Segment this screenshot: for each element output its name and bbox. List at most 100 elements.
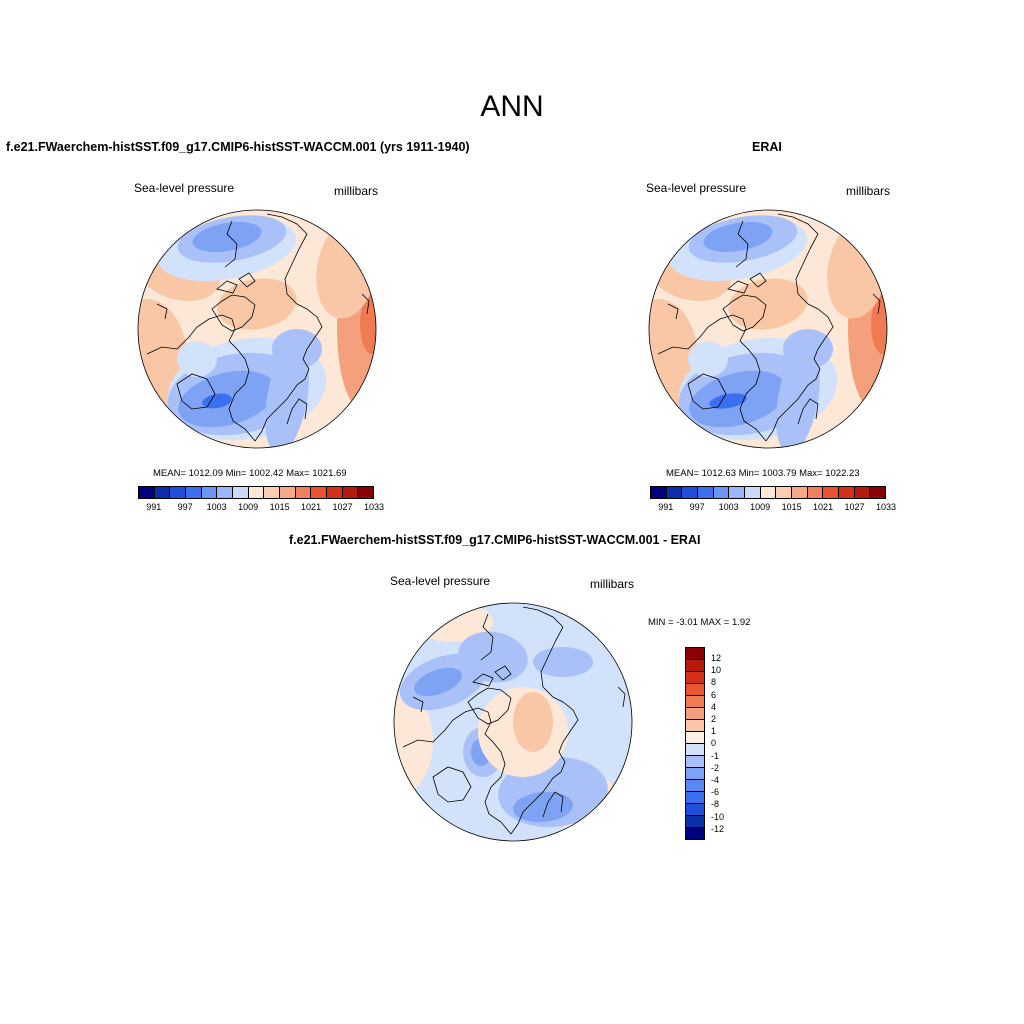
colorbar-tick-label: 12: [711, 653, 722, 663]
colorbar-swatch: [327, 487, 343, 498]
pressure-contour-region: [177, 341, 217, 377]
coastline: [402, 707, 512, 835]
colorbar-tick-label: 1027: [332, 502, 353, 512]
coastline: [412, 696, 424, 713]
coastline: [472, 673, 494, 687]
colorbar-swatch: [686, 791, 704, 803]
coastline: [687, 373, 727, 410]
colorbar-swatch: [666, 487, 683, 498]
colorbar-swatch: [682, 487, 699, 498]
coastline: [432, 766, 472, 803]
pressure-contour-region: [360, 294, 376, 354]
colorbar-swatch: [686, 767, 704, 779]
colorbar-swatch: [807, 487, 824, 498]
pressure-contour-region: [272, 329, 322, 369]
coastline: [797, 398, 819, 425]
pressure-contour-region: [871, 294, 887, 354]
pressure-contour-region: [688, 341, 728, 377]
coastline: [765, 348, 821, 442]
colorbar-tick-label: 8: [711, 677, 717, 688]
colorbar-tick-label: 1021: [813, 502, 834, 512]
colorbar-tick-label: 1003: [206, 502, 227, 512]
colorbar-tick-label: -4: [711, 775, 720, 785]
colorbar-tick-label: 2: [711, 714, 717, 724]
colorbar-swatch: [217, 487, 234, 498]
pressure-contour-region: [513, 791, 573, 823]
pressure-field: [649, 210, 887, 448]
coastline: [211, 294, 256, 332]
colorbar-tick-label: -12: [711, 823, 725, 834]
colorbar-tick-label: 1003: [718, 502, 739, 512]
colorbar-swatch: [139, 487, 155, 498]
pressure-contour-region: [458, 631, 528, 683]
coastline: [657, 314, 767, 442]
colorbar-swatch: [854, 487, 871, 498]
panel-1-stats: MEAN= 1012.09 Min= 1002.42 Max= 1021.69: [153, 468, 347, 479]
colorbar-tick-label: 997: [689, 502, 705, 512]
colorbar-swatch: [729, 487, 746, 498]
colorbar-swatch: [686, 827, 704, 839]
panel-2-title: ERAI: [752, 140, 782, 154]
colorbar-tick-label: 1015: [269, 502, 290, 512]
panel-2-stats: MEAN= 1012.63 Min= 1003.79 Max= 1022.23: [666, 468, 860, 479]
colorbar-tick-label: 6: [711, 689, 717, 700]
colorbar-tick-label: -6: [711, 787, 720, 798]
colorbar-swatch: [870, 487, 886, 498]
panel-2-variable-label: Sea-level pressure: [646, 181, 747, 195]
coastline: [146, 314, 256, 442]
coastline: [238, 272, 256, 288]
colorbar-swatch: [698, 487, 714, 498]
pressure-contour-region: [649, 299, 698, 419]
pressure-contour-region: [513, 692, 553, 752]
pressure-contour-region: [728, 278, 808, 330]
colorbar-tick-label: 1021: [301, 502, 322, 512]
colorbar-tick-label: 991: [658, 502, 674, 512]
colorbar-swatch: [233, 487, 249, 498]
pressure-contour-region: [703, 221, 773, 253]
panel-3-polar-map: [393, 602, 633, 842]
colorbar-tick-label: -10: [711, 811, 725, 822]
colorbar-swatch: [686, 719, 704, 731]
coastline: [727, 280, 749, 294]
colorbar-swatch: [713, 487, 730, 498]
colorbar-tick-label: 4: [711, 701, 717, 712]
pressure-contour-region: [217, 278, 297, 330]
pressure-contour-region: [202, 393, 232, 409]
colorbar-swatch: [686, 695, 704, 707]
panel-1-units-label: millibars: [334, 184, 379, 198]
pressure-contour-region: [533, 647, 593, 677]
coastline: [176, 373, 216, 410]
colorbar-tick-label: 997: [177, 502, 193, 512]
coastline: [361, 293, 370, 315]
coastline: [224, 220, 238, 268]
coastline: [522, 606, 564, 628]
coastline: [795, 233, 834, 350]
colorbar-swatch: [686, 779, 704, 791]
panel-2-units-label: millibars: [846, 184, 891, 198]
panel-2-polar-map: [648, 209, 888, 449]
colorbar-tick-label: 1015: [781, 502, 802, 512]
pressure-contour-region: [192, 221, 262, 253]
coastline: [510, 741, 566, 835]
colorbar-swatch: [745, 487, 761, 498]
coastline: [540, 626, 579, 743]
coastline: [667, 303, 679, 320]
colorbar-swatch: [686, 743, 704, 755]
map-boundary: [648, 209, 888, 449]
colorbar-swatch: [280, 487, 296, 498]
colorbar-swatch: [311, 487, 328, 498]
main-title: ANN: [480, 90, 544, 123]
colorbar-swatch: [358, 487, 374, 498]
coastline: [542, 791, 564, 818]
colorbar-swatch: [686, 803, 704, 815]
panel-1-polar-map: [137, 209, 377, 449]
map-boundary: [393, 602, 633, 842]
panel-2-colorbar: 991 997 1003 1009 1015 1021 1027 1033: [650, 486, 896, 512]
coastline: [254, 348, 310, 442]
colorbar-swatch: [686, 671, 704, 683]
colorbar-swatch: [792, 487, 808, 498]
colorbar-tick-label: 10: [711, 665, 722, 676]
pressure-contour-region: [783, 329, 833, 369]
coastline: [284, 233, 323, 350]
colorbar-swatch: [776, 487, 793, 498]
